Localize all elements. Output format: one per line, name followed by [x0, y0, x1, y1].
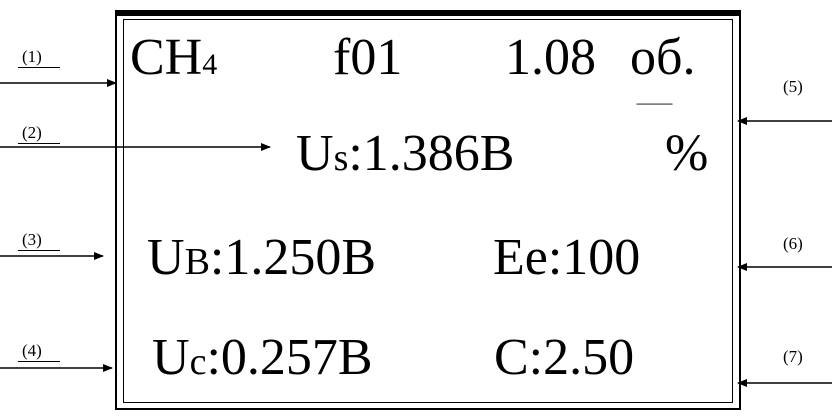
marker-3: (3) — [22, 230, 42, 249]
ee-reading: Ee:100 — [493, 229, 641, 286]
frame-top-edge — [115, 10, 741, 16]
marker-4-underline — [18, 361, 60, 362]
lcd-inner-frame — [123, 19, 733, 403]
marker-6: (6) — [783, 234, 803, 253]
marker-2-underline — [18, 143, 60, 144]
percent-unit: % — [665, 125, 709, 182]
marker-3-underline — [18, 250, 60, 251]
ub-reading: UB:1.250B — [147, 229, 377, 286]
marker-4: (4) — [22, 341, 42, 360]
uc-reading: Uc:0.257B — [152, 329, 373, 386]
concentration-value: 1.08 — [505, 29, 596, 86]
us-reading: Us:1.386B — [296, 125, 515, 182]
marker-1: (1) — [22, 47, 42, 66]
marker-7: (7) — [783, 347, 803, 366]
gas-formula: CH4 — [130, 29, 218, 86]
lcd-frame — [115, 10, 741, 410]
unit-divider: ------------ — [636, 96, 673, 110]
marker-1-underline — [18, 67, 60, 68]
marker-2: (2) — [22, 123, 42, 142]
marker-5: (5) — [783, 77, 803, 96]
c-reading: C:2.50 — [494, 329, 635, 386]
unit-label: об. — [630, 29, 696, 86]
function-code: f01 — [333, 29, 403, 86]
